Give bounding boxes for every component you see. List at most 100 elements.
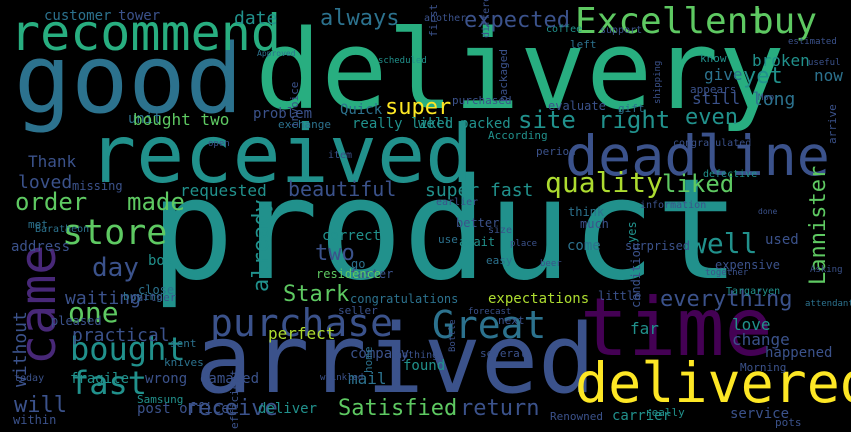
word-store: store bbox=[62, 213, 167, 253]
word-even: even bbox=[685, 105, 738, 130]
word-wrinkled: wrinkled bbox=[320, 373, 363, 383]
word-targaryen: Targaryen bbox=[726, 286, 780, 297]
word-made: made bbox=[127, 188, 185, 216]
word-packaged: packaged bbox=[497, 49, 510, 102]
word-close: close bbox=[138, 283, 174, 297]
word-super-fast: super fast bbox=[425, 180, 533, 201]
word-bought: bought bbox=[70, 330, 186, 368]
word-quick: Quick bbox=[340, 102, 383, 118]
word-useful: useful bbox=[808, 58, 841, 68]
word-broken: broken bbox=[752, 51, 810, 70]
word-much: much bbox=[580, 217, 609, 231]
word-order: order bbox=[15, 188, 87, 216]
word-left: left bbox=[570, 38, 597, 51]
word-used: used bbox=[765, 232, 799, 248]
word-yes: yes bbox=[625, 221, 639, 243]
word-surprised: surprised bbox=[625, 239, 690, 253]
word-seller: seller bbox=[338, 304, 378, 317]
word-satisfied: Satisfied bbox=[338, 396, 457, 421]
word-tower: tower bbox=[118, 8, 160, 24]
word-purchased: purchased bbox=[452, 94, 512, 107]
word-earlier: earlier bbox=[436, 197, 478, 208]
word-first: first bbox=[427, 4, 440, 37]
word-within: within bbox=[13, 413, 56, 427]
word-received: received bbox=[88, 108, 473, 201]
word-estimated: estimated bbox=[788, 37, 837, 47]
word-beer: beer bbox=[540, 259, 562, 269]
word-deliver: deliver bbox=[258, 401, 317, 417]
word-defective: defective bbox=[703, 169, 757, 180]
word-easy: easy bbox=[486, 254, 513, 267]
word-mail: mail bbox=[348, 369, 387, 388]
word-already: already bbox=[249, 199, 274, 292]
word-super: super bbox=[385, 95, 451, 120]
word-wrong: wrong bbox=[145, 371, 187, 387]
word-expected: expected bbox=[464, 8, 570, 33]
word-expensive: expensive bbox=[715, 258, 780, 272]
word-little: little bbox=[598, 289, 641, 303]
word-period: period bbox=[536, 145, 576, 158]
word-renowned: Renowned bbox=[550, 410, 603, 423]
word-great: Great bbox=[432, 303, 546, 347]
word-fragile: fragile bbox=[70, 371, 129, 387]
word-sent: sent bbox=[170, 337, 197, 350]
word-practical: practical bbox=[72, 325, 170, 346]
word-bought-two: bought two bbox=[133, 110, 229, 129]
word-well-packed: well packed bbox=[418, 116, 511, 132]
word-know: know bbox=[700, 52, 727, 65]
word-stark: Stark bbox=[283, 282, 349, 307]
word-exchange: exchange bbox=[278, 118, 331, 131]
word-post-office: post office bbox=[137, 401, 230, 417]
word-site: site bbox=[518, 106, 576, 134]
word-give: give bbox=[704, 65, 743, 84]
word-partner: partner bbox=[130, 291, 177, 304]
word-congratulations: congratulations bbox=[350, 292, 458, 306]
word-coffee: coffee bbox=[546, 24, 582, 35]
word-well: well bbox=[690, 227, 757, 260]
word-return: return bbox=[460, 396, 539, 421]
word-time: time bbox=[580, 281, 773, 374]
word-faster: faster bbox=[350, 267, 393, 281]
word-congratulated: congratulated bbox=[673, 138, 751, 149]
word-done: done bbox=[758, 207, 777, 216]
word-another: another bbox=[424, 13, 466, 24]
word-morning: Morning bbox=[740, 361, 786, 374]
word-still: still bbox=[692, 89, 740, 108]
word-always: always bbox=[320, 6, 399, 31]
word-place: place bbox=[510, 239, 537, 249]
word-date: date bbox=[234, 8, 277, 29]
word-company: company bbox=[350, 346, 409, 362]
word-delivery: delivery bbox=[255, 6, 785, 134]
word-home: home bbox=[362, 347, 375, 374]
word-scheduled: scheduled bbox=[378, 56, 427, 66]
word-shipping: shipping bbox=[653, 61, 663, 104]
word-together: together bbox=[705, 268, 749, 278]
word-buy: buy bbox=[752, 1, 817, 42]
word-perfect: perfect bbox=[268, 324, 335, 343]
word-really: really bbox=[645, 406, 685, 419]
word-asking: Asking bbox=[810, 265, 843, 275]
word-item: item bbox=[328, 150, 352, 161]
word-knives: knives bbox=[164, 356, 204, 369]
word-correct: correct bbox=[322, 228, 381, 244]
word-nothing: nothing bbox=[396, 350, 438, 361]
word-bottle: Bottle bbox=[448, 319, 458, 352]
word-yet: yet bbox=[743, 64, 783, 89]
word-today: today bbox=[14, 373, 44, 384]
word-baratheon: Baratheon bbox=[35, 224, 89, 235]
word-met: met bbox=[28, 218, 48, 231]
word-arrive: arrive bbox=[826, 104, 839, 144]
word-better: better bbox=[456, 216, 499, 230]
word-several: several bbox=[480, 347, 526, 360]
word-condition: condition bbox=[629, 243, 643, 308]
word-love: love bbox=[732, 315, 771, 334]
word-appears: appears bbox=[690, 83, 736, 96]
word-pleased: pleased bbox=[51, 314, 102, 328]
word-everything: everything bbox=[660, 287, 792, 312]
word-loved: loved bbox=[18, 172, 72, 193]
word-delivered: delivered bbox=[575, 351, 851, 415]
word-forecast: forecast bbox=[468, 307, 511, 317]
word-next: next bbox=[498, 314, 525, 327]
